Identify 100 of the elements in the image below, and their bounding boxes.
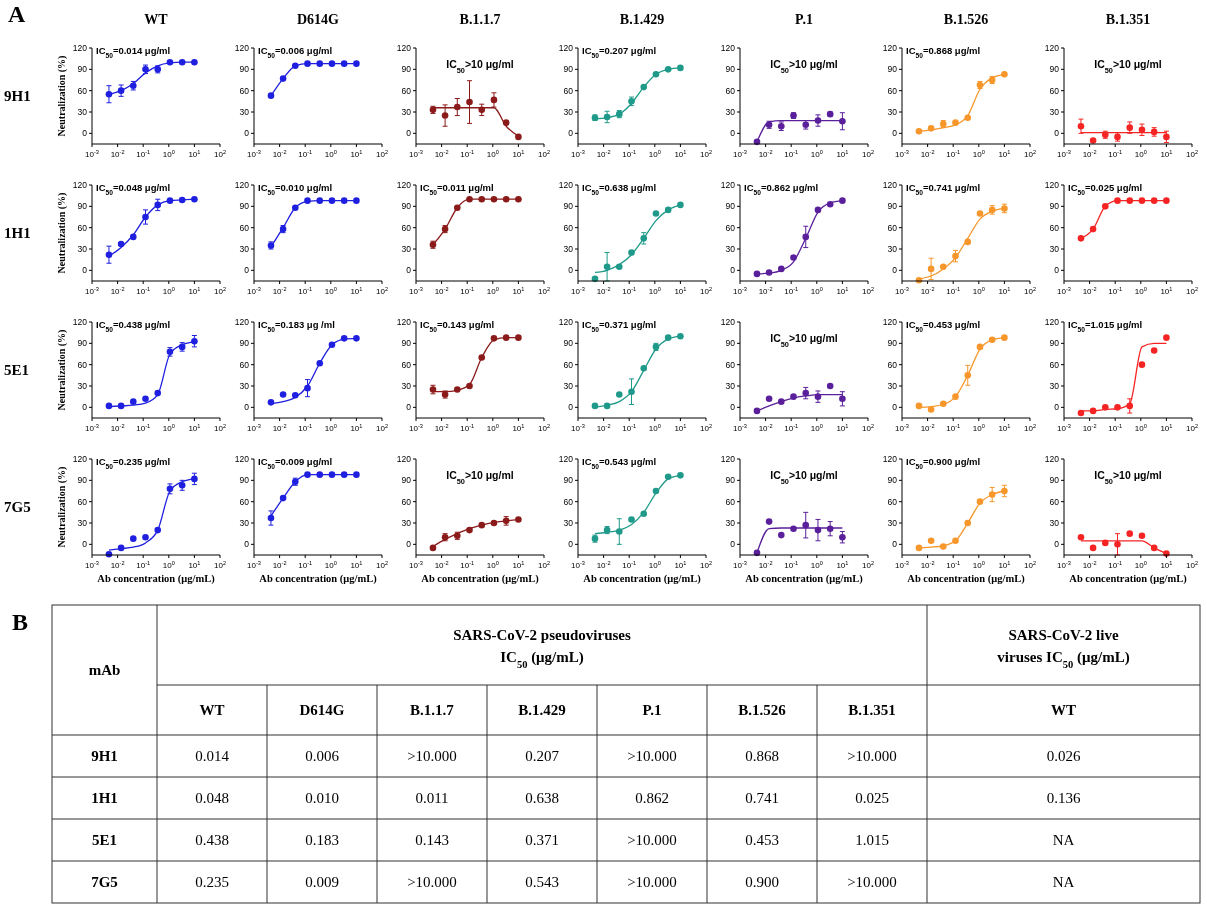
x-tick-label: 10$^{2}$ xyxy=(1023,560,1037,570)
y-tick-label: 90 xyxy=(77,338,88,349)
y-tick-label: 0 xyxy=(892,402,898,413)
point xyxy=(1077,235,1085,242)
x-tick-label: 10$^{1}$ xyxy=(188,423,201,433)
x-tick-label: 10$^{1}$ xyxy=(836,286,849,296)
text: 0.543 xyxy=(525,874,559,890)
annotation: IC$_{50}$=0.183 μg /ml xyxy=(258,319,335,333)
y-tick-label: 60 xyxy=(725,222,736,233)
annotation: IC$_{50}$=0.207 μg/ml xyxy=(582,45,657,59)
x-tick-label: 10$^{-1}$ xyxy=(460,149,475,159)
y-tick-label: 60 xyxy=(1049,85,1060,96)
x-tick-label: 10$^{-3}$ xyxy=(1057,560,1071,570)
x-tick-label: 10$^{-1}$ xyxy=(1108,149,1123,159)
category-label: B.1.526 xyxy=(738,702,787,718)
x-tick-label: 10$^{2}$ xyxy=(861,286,875,296)
y-tick-label: 60 xyxy=(401,85,412,96)
x-tick-label: 10$^{-2}$ xyxy=(272,560,287,570)
y-tick-label: 0 xyxy=(1054,539,1060,550)
text: 0.862 xyxy=(635,790,669,806)
x-tick-label: 10$^{2}$ xyxy=(213,149,227,159)
point xyxy=(441,112,449,119)
text: 0.011 xyxy=(415,790,449,806)
x-tick-label: 10$^{-3}$ xyxy=(733,286,747,296)
x-tick-label: 10$^{-3}$ xyxy=(409,286,423,296)
annotation: IC$_{50}$=0.235 μg/ml xyxy=(96,456,171,470)
y-tick-label: 120 xyxy=(234,43,250,53)
annotation: IC$_{50}$=0.438 μg/ml xyxy=(96,319,171,333)
y-tick-label: 90 xyxy=(401,475,412,486)
y-tick-label: 120 xyxy=(72,454,88,464)
text: 0.183 xyxy=(305,832,339,848)
text: B xyxy=(12,609,29,635)
chart-title: WT xyxy=(144,12,169,27)
x-tick-label: 10$^{2}$ xyxy=(537,149,551,159)
annotation: IC$_{50}$=0.009 μg/ml xyxy=(258,456,333,470)
text: >10.000 xyxy=(627,832,677,848)
x-tick-label: 10$^{-2}$ xyxy=(920,286,935,296)
y-tick-label: 60 xyxy=(563,222,574,233)
text: SARS-CoV-2 live viruses IC$_{50}$ (μg/mL) xyxy=(997,627,1130,670)
x-tick-label: 10$^{2}$ xyxy=(861,423,875,433)
point xyxy=(603,263,611,271)
x-tick-label: 10$^{-3}$ xyxy=(733,149,747,159)
x-tick-label: 10$^{0}$ xyxy=(486,149,499,159)
y-axis-title: Neutralization (%) xyxy=(56,55,68,137)
y-tick-label: 60 xyxy=(77,359,88,370)
annotation: IC$_{50}$>10 μg/ml xyxy=(770,58,838,75)
annotation: IC$_{50}$=0.010 μg/ml xyxy=(258,182,333,196)
y-tick-label: 120 xyxy=(72,43,88,53)
category-label: B.1.1.7 xyxy=(410,702,455,718)
y-tick-label: 0 xyxy=(82,402,88,413)
x-tick-label: 10$^{2}$ xyxy=(537,423,551,433)
point xyxy=(267,399,275,406)
annotation: IC$_{50}$>10 μg/ml xyxy=(446,469,514,486)
text: 0.136 xyxy=(1046,790,1081,806)
y-tick-label: 30 xyxy=(725,518,736,528)
y-tick-label: 0 xyxy=(892,539,898,550)
x-tick-label: 10$^{-2}$ xyxy=(920,560,935,570)
x-tick-label: 10$^{2}$ xyxy=(537,560,551,570)
category-label: 9H1 xyxy=(91,748,118,764)
point xyxy=(515,133,522,141)
y-tick-label: 90 xyxy=(1049,475,1060,486)
y-axis-title: Neutralization (%) xyxy=(56,466,68,548)
x-tick-label: 10$^{1}$ xyxy=(350,560,363,570)
x-tick-label: 10$^{2}$ xyxy=(1023,423,1037,433)
point xyxy=(839,117,846,125)
x-tick-label: 10$^{1}$ xyxy=(350,149,363,159)
annotation: IC$_{50}$=0.638 μg/ml xyxy=(582,182,657,196)
y-tick-label: 120 xyxy=(1044,454,1060,464)
x-tick-label: 10$^{-3}$ xyxy=(571,560,585,570)
annotation: IC$_{50}$=0.006 μg/ml xyxy=(258,45,333,59)
x-tick-label: 10$^{-1}$ xyxy=(1108,423,1123,433)
x-tick-label: 10$^{-2}$ xyxy=(272,286,287,296)
text: NA xyxy=(1052,832,1075,848)
point xyxy=(1163,334,1170,341)
x-tick-label: 10$^{0}$ xyxy=(1134,149,1147,159)
x-tick-label: 10$^{-3}$ xyxy=(733,423,747,433)
chart-title: D614G xyxy=(297,12,340,27)
x-tick-label: 10$^{-1}$ xyxy=(1108,560,1123,570)
x-tick-label: 10$^{-2}$ xyxy=(272,149,287,159)
x-tick-label: 10$^{1}$ xyxy=(998,149,1011,159)
y-tick-label: 0 xyxy=(1054,265,1060,276)
y-tick-label: 120 xyxy=(396,180,412,190)
y-tick-label: 90 xyxy=(77,475,88,486)
x-tick-label: 10$^{-2}$ xyxy=(758,560,773,570)
y-tick-label: 90 xyxy=(77,64,88,75)
point xyxy=(765,518,773,525)
x-tick-label: 10$^{1}$ xyxy=(1160,286,1173,296)
y-tick-label: 90 xyxy=(563,475,574,486)
x-tick-label: 10$^{1}$ xyxy=(836,423,849,433)
x-tick-label: 10$^{1}$ xyxy=(836,149,849,159)
x-tick-label: 10$^{1}$ xyxy=(1160,423,1173,433)
x-tick-label: 10$^{-1}$ xyxy=(622,286,637,296)
x-tick-label: 10$^{2}$ xyxy=(1185,560,1199,570)
y-tick-label: 90 xyxy=(1049,201,1060,212)
x-axis-title: Ab concentration (μg/mL) xyxy=(583,573,702,585)
x-tick-label: 10$^{1}$ xyxy=(1160,560,1173,570)
x-tick-label: 10$^{-3}$ xyxy=(895,149,909,159)
x-tick-label: 10$^{-2}$ xyxy=(758,423,773,433)
x-tick-label: 10$^{0}$ xyxy=(972,286,985,296)
x-tick-label: 10$^{-1}$ xyxy=(298,423,313,433)
